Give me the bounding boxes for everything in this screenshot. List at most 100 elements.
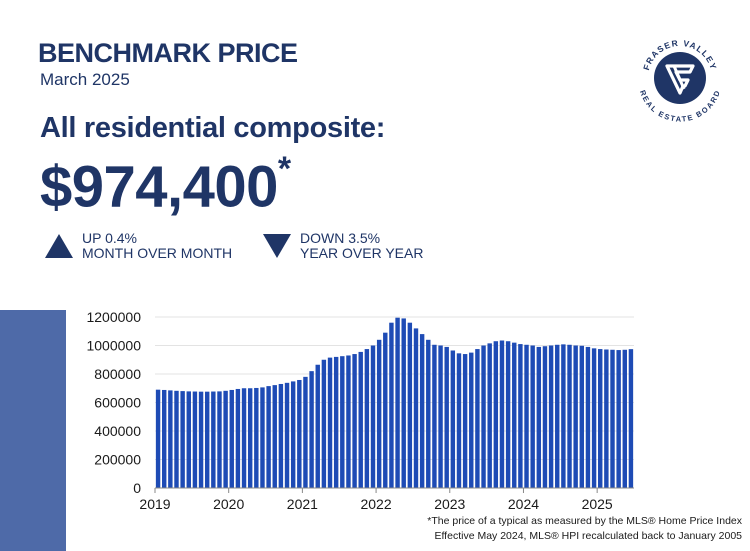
bar	[524, 344, 529, 488]
x-axis-ticks: 2019 2020 2021 2022 2023 2024 2025	[139, 488, 613, 512]
bar	[174, 390, 179, 488]
bar	[419, 334, 425, 488]
fvreb-logo: FRASER VALLEY REAL ESTATE BOARD	[638, 38, 721, 124]
up-triangle-icon	[45, 234, 73, 258]
bar	[438, 345, 443, 488]
bar	[567, 344, 572, 488]
bar	[223, 390, 228, 488]
bar	[340, 356, 345, 488]
mom-value: UP 0.4%	[82, 230, 137, 246]
bar	[204, 391, 210, 488]
footnote-line-2: Effective May 2024, MLS® HPI recalculate…	[434, 530, 742, 542]
bar	[512, 342, 517, 488]
bar	[260, 387, 265, 488]
bar	[284, 382, 290, 488]
x-tick-label: 2025	[582, 496, 613, 512]
bar	[229, 389, 234, 488]
y-tick-label: 0	[133, 480, 141, 496]
mom-label: MONTH OVER MONTH	[82, 245, 233, 261]
headline: All residential composite:	[40, 112, 386, 144]
bar	[278, 383, 284, 488]
bar	[487, 343, 492, 488]
bar	[217, 391, 222, 488]
bar	[444, 346, 449, 488]
bar	[321, 359, 327, 488]
bar	[598, 349, 603, 488]
y-tick-label: 400000	[94, 423, 141, 439]
bar	[303, 376, 308, 488]
y-tick-label: 200000	[94, 452, 141, 468]
bar	[555, 344, 560, 488]
bar	[413, 328, 419, 488]
bar	[395, 317, 400, 488]
bar	[241, 388, 247, 488]
down-triangle-icon	[263, 234, 291, 258]
bar	[401, 318, 406, 488]
bar	[376, 339, 382, 488]
bar	[168, 390, 173, 488]
x-tick-label: 2024	[508, 496, 539, 512]
bar	[456, 353, 462, 488]
bar	[499, 340, 505, 488]
bar	[315, 364, 320, 488]
bar	[573, 345, 578, 488]
price-footnote-mark: *	[277, 150, 291, 188]
bar	[407, 322, 413, 488]
bar	[383, 332, 388, 488]
bar	[628, 349, 634, 488]
bar	[505, 341, 511, 488]
bar	[198, 391, 204, 488]
bar	[247, 388, 253, 488]
bar	[162, 389, 167, 488]
price-value: $974,400	[40, 154, 278, 220]
bar	[364, 349, 370, 488]
bar	[426, 339, 431, 488]
bar	[290, 381, 296, 488]
x-tick-label: 2019	[139, 496, 170, 512]
bar	[432, 344, 437, 488]
bar	[548, 345, 554, 488]
bar	[389, 322, 394, 488]
bar	[297, 379, 302, 488]
bar	[481, 345, 486, 488]
x-tick-label: 2023	[434, 496, 465, 512]
bar	[610, 349, 615, 488]
bar	[530, 345, 535, 488]
benchmark-price: $974,400*	[40, 142, 291, 220]
bar	[211, 391, 216, 488]
yoy-value: DOWN 3.5%	[300, 230, 381, 246]
bar	[475, 349, 480, 488]
month-over-month-stat: UP 0.4% MONTH OVER MONTH	[44, 231, 232, 261]
x-tick-label: 2020	[213, 496, 244, 512]
bar	[622, 349, 627, 488]
bar	[591, 348, 597, 488]
footnote: *The price of a typical as measured by t…	[427, 514, 742, 544]
bar	[370, 345, 376, 488]
bar	[542, 346, 548, 488]
footnote-line-1: *The price of a typical as measured by t…	[427, 515, 742, 527]
bar	[272, 385, 277, 488]
yoy-text: DOWN 3.5% YEAR OVER YEAR	[300, 231, 423, 261]
y-tick-label: 1000000	[86, 338, 141, 354]
bar	[450, 350, 456, 488]
bar	[585, 346, 591, 488]
report-period: March 2025	[40, 70, 130, 89]
bar	[462, 354, 468, 488]
bar	[604, 349, 609, 488]
page-title: BENCHMARK PRICE	[38, 38, 298, 68]
bar	[180, 391, 185, 488]
bar	[561, 344, 566, 488]
x-tick-label: 2022	[360, 496, 391, 512]
mom-text: UP 0.4% MONTH OVER MONTH	[82, 231, 232, 261]
y-axis-ticks: 0 200000 400000 600000 800000 1000000 1200000	[86, 309, 141, 496]
bar	[518, 344, 523, 488]
bar	[579, 345, 585, 488]
bar	[254, 387, 259, 488]
y-tick-label: 600000	[94, 395, 141, 411]
bar	[358, 351, 363, 488]
bar	[469, 352, 474, 488]
y-tick-label: 1200000	[86, 309, 141, 325]
bar	[235, 388, 241, 488]
bar	[155, 389, 161, 488]
bar	[333, 356, 339, 488]
